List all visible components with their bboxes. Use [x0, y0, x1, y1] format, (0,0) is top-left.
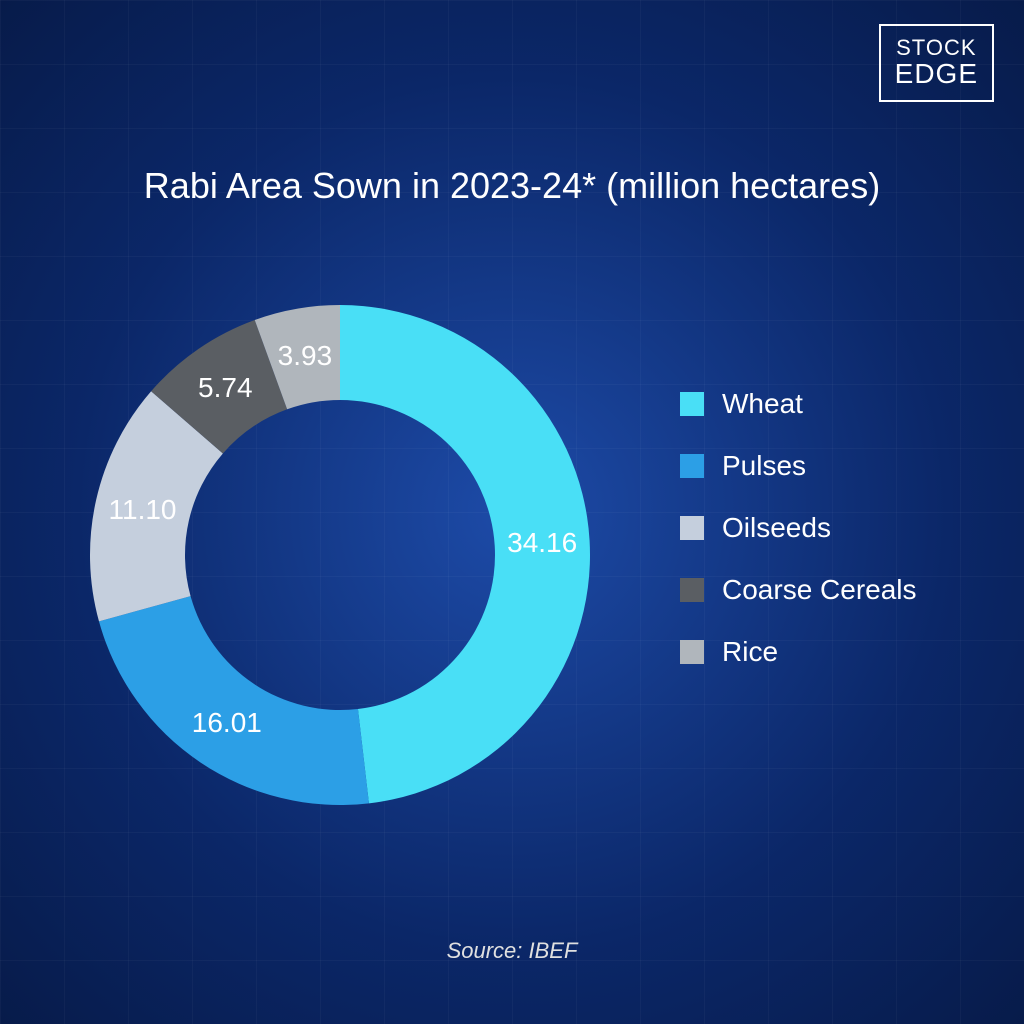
legend-item: Coarse Cereals: [680, 574, 917, 606]
infographic-card: STOCK EDGE Rabi Area Sown in 2023-24* (m…: [0, 0, 1024, 1024]
logo-bottom-text: EDGE: [895, 59, 978, 88]
legend-swatch: [680, 454, 704, 478]
donut-chart: 34.16 16.01 11.10 5.74 3.93: [80, 295, 600, 815]
slice-value-label: 16.01: [192, 707, 262, 739]
source-attribution: Source: IBEF: [0, 938, 1024, 964]
legend-label: Pulses: [722, 450, 806, 482]
legend-label: Coarse Cereals: [722, 574, 917, 606]
logo-top-text: STOCK: [895, 36, 978, 59]
legend-item: Pulses: [680, 450, 917, 482]
brand-logo: STOCK EDGE: [879, 24, 994, 102]
legend-swatch: [680, 640, 704, 664]
chart-title: Rabi Area Sown in 2023-24* (million hect…: [0, 165, 1024, 207]
legend: Wheat Pulses Oilseeds Coarse Cereals Rice: [680, 388, 917, 698]
legend-swatch: [680, 392, 704, 416]
legend-label: Oilseeds: [722, 512, 831, 544]
donut-slice: [99, 596, 369, 805]
legend-item: Oilseeds: [680, 512, 917, 544]
legend-item: Wheat: [680, 388, 917, 420]
legend-label: Wheat: [722, 388, 803, 420]
legend-swatch: [680, 516, 704, 540]
legend-label: Rice: [722, 636, 778, 668]
slice-value-label: 11.10: [109, 494, 177, 526]
legend-swatch: [680, 578, 704, 602]
slice-value-label: 5.74: [198, 372, 253, 404]
legend-item: Rice: [680, 636, 917, 668]
slice-value-label: 3.93: [278, 340, 333, 372]
slice-value-label: 34.16: [507, 527, 577, 559]
